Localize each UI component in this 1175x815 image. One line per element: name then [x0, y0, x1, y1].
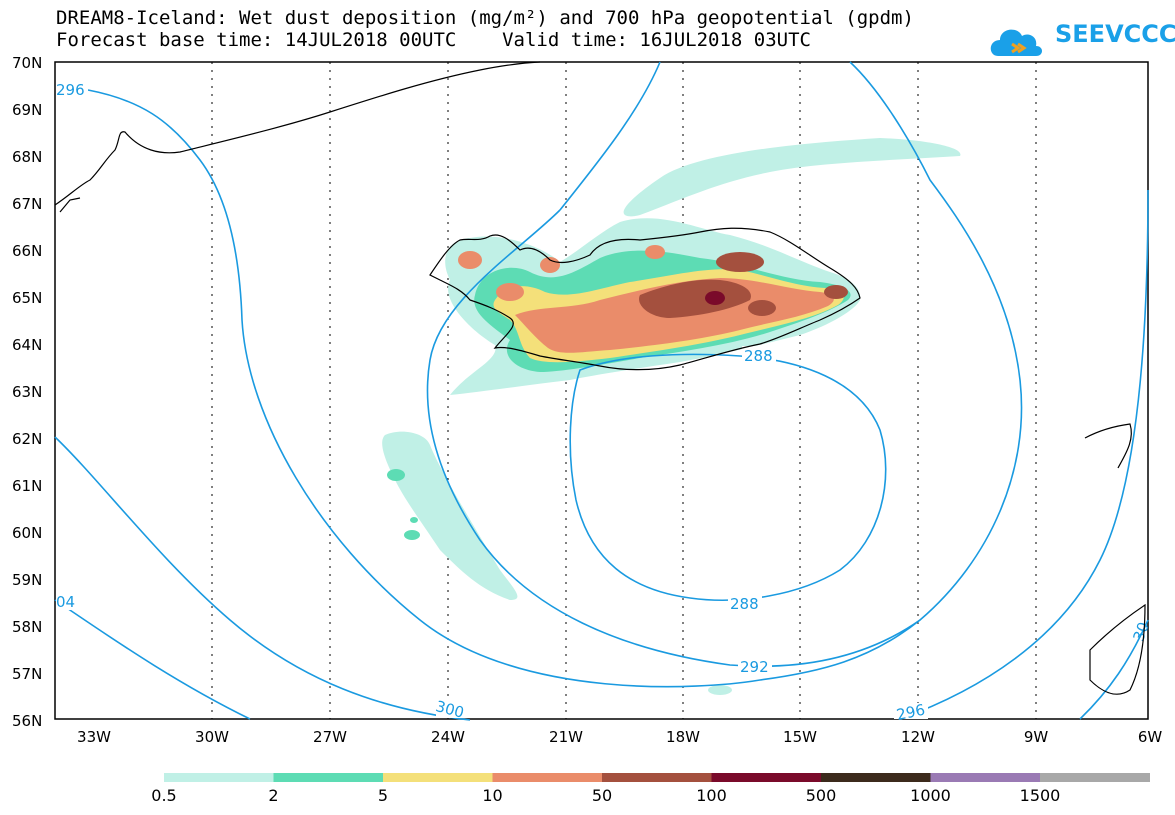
- logo-text: SEEVCCC: [1055, 20, 1175, 48]
- lon-label: 12W: [901, 728, 935, 746]
- lat-label: 70N: [12, 54, 42, 72]
- lon-label: 21W: [549, 728, 583, 746]
- legend-label: 1500: [1019, 786, 1061, 805]
- lat-label: 63N: [12, 383, 42, 401]
- lat-label: 68N: [12, 148, 42, 166]
- contour-304: [54, 599, 251, 720]
- lon-label: 15W: [783, 728, 817, 746]
- legend-swatch: [1040, 773, 1150, 782]
- grid: [211, 62, 1037, 719]
- dust-patch-north: [623, 138, 961, 217]
- contour-300: [54, 436, 471, 721]
- cloud-logo-icon: [990, 29, 1042, 56]
- legend-swatch: [164, 773, 274, 782]
- lat-labels: 70N 69N 68N 67N 66N 65N 64N 63N 62N 61N …: [12, 54, 42, 730]
- contour-292-north: [559, 61, 661, 211]
- legend-label: 1000: [910, 786, 951, 805]
- coast-faroe: [1084, 423, 1132, 469]
- lat-label: 65N: [12, 289, 42, 307]
- lat-label: 66N: [12, 242, 42, 260]
- legend-swatch: [711, 773, 822, 782]
- coast-iceland: [429, 227, 861, 371]
- legend-label: 5: [377, 786, 389, 805]
- map-subtitle: Forecast base time: 14JUL2018 00UTC Vali…: [56, 29, 811, 51]
- geopotential-contours: [54, 61, 1149, 721]
- contour-288: [569, 353, 887, 601]
- contour-labels: 296 288 288 292 300 296 04 30: [56, 80, 1153, 724]
- contour-label: 296: [56, 81, 85, 99]
- legend-swatch: [492, 773, 603, 782]
- legend-label: 10: [482, 786, 503, 805]
- legend-label: 2: [268, 786, 279, 805]
- legend-label: 100: [696, 786, 727, 805]
- legend-label: 500: [805, 786, 837, 805]
- lon-labels: 33W 30W 27W 24W 21W 18W 15W 12W 9W 6W: [77, 728, 1162, 746]
- contour-296: [87, 61, 1023, 688]
- lon-label: 27W: [313, 728, 347, 746]
- contour-label: 288: [744, 347, 773, 365]
- legend-label: 0.5: [151, 786, 177, 805]
- lat-label: 58N: [12, 618, 42, 636]
- lat-label: 56N: [12, 712, 42, 730]
- coastlines: [54, 61, 1146, 695]
- dust-deposition-field: [382, 138, 961, 695]
- lat-label: 57N: [12, 665, 42, 683]
- legend-swatch: [602, 773, 712, 782]
- map-title: DREAM8-Iceland: Wet dust deposition (mg/…: [56, 7, 914, 29]
- legend-label: 50: [591, 786, 613, 805]
- lon-label: 33W: [77, 728, 111, 746]
- plot-frame: [54, 61, 1149, 720]
- contour-label: 292: [740, 658, 769, 676]
- legend-swatch: [273, 773, 384, 782]
- lat-label: 64N: [12, 336, 42, 354]
- lon-label: 30W: [195, 728, 229, 746]
- contour-296-east: [899, 189, 1149, 720]
- contour-label: 30: [1129, 620, 1152, 644]
- contour-300-east: [1079, 619, 1149, 720]
- coast-scotland: [1089, 603, 1146, 695]
- coast-greenland: [54, 61, 541, 206]
- lon-label: 18W: [666, 728, 700, 746]
- dust-patch-southwest: [382, 431, 518, 600]
- lat-label: 59N: [12, 571, 42, 589]
- contour-label: 288: [730, 595, 759, 613]
- lat-label: 60N: [12, 524, 42, 542]
- lat-label: 67N: [12, 195, 42, 213]
- legend-swatch: [383, 773, 493, 782]
- lon-label: 6W: [1138, 728, 1163, 746]
- legend-swatch: [930, 773, 1041, 782]
- lat-label: 62N: [12, 430, 42, 448]
- legend-colorbar: [164, 773, 1150, 782]
- contour-label: 296: [895, 701, 927, 725]
- lon-label: 24W: [431, 728, 465, 746]
- lat-label: 69N: [12, 101, 42, 119]
- legend-swatch: [821, 773, 931, 782]
- lon-label: 9W: [1024, 728, 1049, 746]
- lat-label: 61N: [12, 477, 42, 495]
- contour-label: 04: [56, 593, 75, 611]
